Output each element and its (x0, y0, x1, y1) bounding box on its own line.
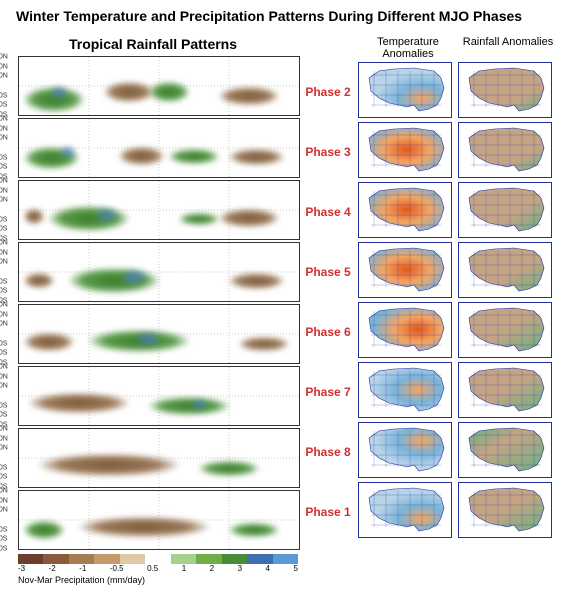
temp-title: Temperature Anomalies (358, 36, 458, 62)
phase-label: Phase 5 (298, 242, 358, 302)
temp-anom-map (358, 122, 452, 178)
tropical-map-phase-3: 30N20N10N010S20S30S (18, 118, 300, 178)
colorbar-ticks: -3-2-1-0.50.512345 (18, 564, 298, 573)
temp-anom-map (358, 362, 452, 418)
temp-anom-map (358, 422, 452, 478)
rain-anom-map (458, 62, 552, 118)
phase-label: Phase 3 (298, 122, 358, 182)
main-title: Winter Temperature and Precipitation Pat… (8, 8, 575, 24)
rain-anom-map (458, 422, 552, 478)
tropical-map-phase-1: 30N20N10N010S20S30S (18, 490, 300, 550)
rain-anom-map (458, 302, 552, 358)
tropical-map-phase-2: 30N20N10N010S20S30S (18, 56, 300, 116)
temp-anom-map (358, 302, 452, 358)
phase-label: Phase 7 (298, 362, 358, 422)
tropical-map-phase-4: 30N20N10N010S20S30S (18, 180, 300, 240)
temp-anom-map (358, 482, 452, 538)
phase-label: Phase 1 (298, 482, 358, 542)
colorbar (18, 554, 298, 564)
phase-label: Phase 6 (298, 302, 358, 362)
rain-anom-column: Rainfall Anomalies (458, 36, 558, 542)
tropical-title: Tropical Rainfall Patterns (8, 36, 298, 52)
temp-anom-map (358, 182, 452, 238)
tropical-map-phase-7: 30N20N10N010S20S30S (18, 366, 300, 426)
tropical-column: Tropical Rainfall Patterns 30N20N10N010S… (8, 36, 298, 585)
tropical-map-phase-8: 30N20N10N010S20S30S (18, 428, 300, 488)
rain-anom-map (458, 362, 552, 418)
rain-anom-map (458, 182, 552, 238)
tropical-map-phase-5: 30N20N10N010S20S30S (18, 242, 300, 302)
temp-anom-map (358, 242, 452, 298)
rain-anom-map (458, 122, 552, 178)
phase-label: Phase 8 (298, 422, 358, 482)
tropical-map-phase-6: 30N20N10N010S20S30S (18, 304, 300, 364)
rain-anom-map (458, 482, 552, 538)
content-grid: Tropical Rainfall Patterns 30N20N10N010S… (8, 36, 575, 585)
colorbar-label: Nov-Mar Precipitation (mm/day) (18, 575, 298, 585)
phase-label: Phase 4 (298, 182, 358, 242)
phase-label: Phase 2 (298, 62, 358, 122)
phase-labels-column: Phase 2Phase 3Phase 4Phase 5Phase 6Phase… (298, 36, 358, 542)
rain-title: Rainfall Anomalies (458, 36, 558, 62)
rain-anom-map (458, 242, 552, 298)
temp-anom-map (358, 62, 452, 118)
temp-anom-column: Temperature Anomalies (358, 36, 458, 542)
